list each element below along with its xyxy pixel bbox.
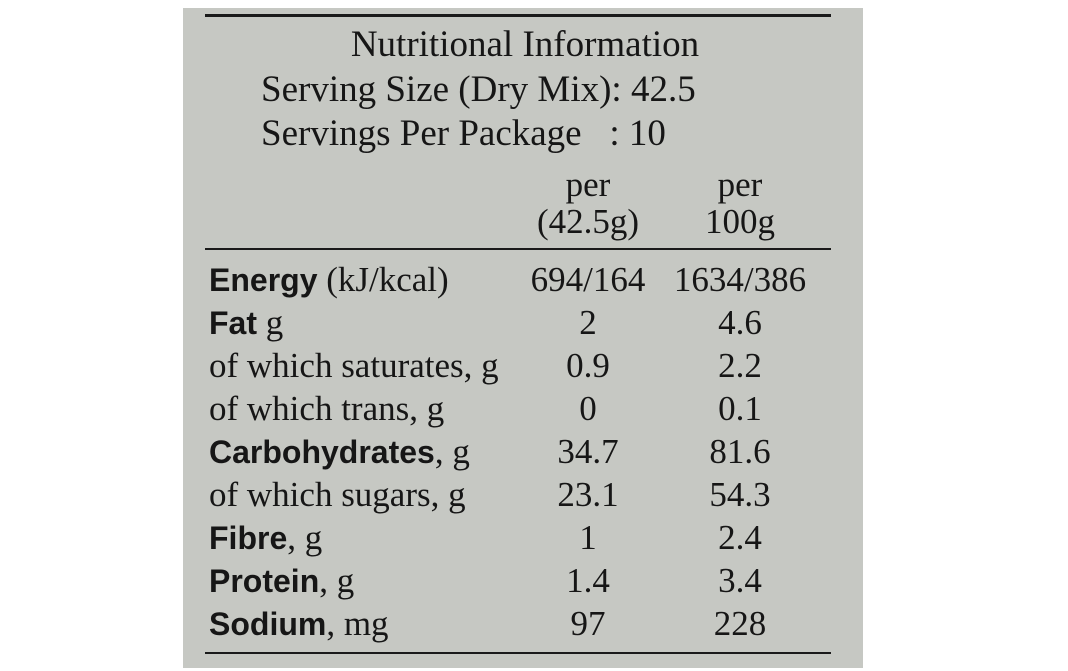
nutrient-name: of which sugars, g — [209, 473, 466, 517]
nutrient-row-protein: Protein, g 1.4 3.4 — [183, 559, 863, 602]
nutrient-name-unit: of which sugars, g — [209, 475, 466, 514]
value-per-100g: 81.6 — [709, 432, 771, 471]
nutrient-name-bold: Fibre — [209, 520, 288, 556]
nutrient-row-carbohydrates: Carbohydrates, g 34.7 81.6 — [183, 430, 863, 473]
header-rule — [205, 248, 831, 250]
nutrient-row-energy: Energy (kJ/kcal) 694/164 1634/386 — [183, 258, 863, 301]
value-per-100g: 3.4 — [718, 561, 762, 600]
nutrient-name-unit: , mg — [326, 604, 389, 643]
nutrient-name-unit: (kJ/kcal) — [317, 260, 449, 299]
value-per-serving: 1.4 — [566, 561, 610, 600]
value-per-100g: 4.6 — [718, 303, 762, 342]
column-header-line: 100g — [705, 202, 775, 241]
nutrient-name-bold: Energy — [209, 262, 318, 298]
nutrient-name-bold: Sodium — [209, 606, 327, 642]
nutrient-row-sugars: of which sugars, g 23.1 54.3 — [183, 473, 863, 516]
servings-per-package: Servings Per Package : 10 — [261, 113, 666, 154]
nutrient-name-unit: , g — [434, 432, 470, 471]
nutrient-row-fibre: Fibre, g 1 2.4 — [183, 516, 863, 559]
nutrient-name-bold: Protein — [209, 563, 320, 599]
column-header-line: (42.5g) — [536, 202, 640, 241]
nutrient-row-fat: Fat g 2 4.6 — [183, 301, 863, 344]
nutrient-name: Carbohydrates, g — [209, 430, 470, 474]
nutrient-name-unit: , g — [287, 518, 323, 557]
nutrient-row-sodium: Sodium, mg 97 228 — [183, 602, 863, 645]
value-per-serving: 1 — [579, 518, 597, 557]
top-rule — [205, 14, 831, 17]
nutrient-name: Fibre, g — [209, 516, 322, 560]
value-per-serving: 23.1 — [557, 475, 619, 514]
value-per-serving: 2 — [579, 303, 597, 342]
value-per-serving: 0.9 — [566, 346, 610, 385]
value-per-serving: 694/164 — [530, 260, 646, 299]
value-per-100g: 2.4 — [718, 518, 762, 557]
nutrient-name: Fat g — [209, 301, 283, 345]
value-per-serving: 0 — [579, 389, 597, 428]
value-per-100g: 1634/386 — [673, 260, 807, 299]
column-header-per-100g: per 100g — [665, 166, 815, 240]
value-per-100g: 228 — [713, 604, 767, 643]
label-title: Nutritional Information — [350, 24, 700, 65]
nutrient-name: Energy (kJ/kcal) — [209, 258, 449, 302]
nutrient-row-saturates: of which saturates, g 0.9 2.2 — [183, 344, 863, 387]
nutrient-name-bold: Carbohydrates — [209, 434, 435, 470]
value-per-serving: 97 — [570, 604, 606, 643]
nutrient-name-unit: g — [257, 303, 284, 342]
value-per-serving: 34.7 — [557, 432, 619, 471]
nutrient-name: Sodium, mg — [209, 602, 389, 646]
nutrient-name-unit: , g — [319, 561, 355, 600]
serving-size: Serving Size (Dry Mix): 42.5 — [261, 69, 696, 110]
value-per-100g: 2.2 — [718, 346, 762, 385]
bottom-rule — [205, 652, 831, 654]
column-header-per-serving: per (42.5g) — [513, 166, 663, 240]
nutrient-name: of which trans, g — [209, 387, 444, 431]
nutrient-name-unit: of which trans, g — [209, 389, 445, 428]
nutrition-label: Nutritional Information Serving Size (Dr… — [183, 8, 863, 668]
nutrient-name: of which saturates, g — [209, 344, 499, 388]
nutrient-name-bold: Fat — [209, 305, 257, 341]
value-per-100g: 0.1 — [718, 389, 762, 428]
nutrient-row-trans: of which trans, g 0 0.1 — [183, 387, 863, 430]
value-per-100g: 54.3 — [709, 475, 771, 514]
column-header-line: per — [717, 165, 763, 204]
nutrient-name-unit: of which saturates, g — [209, 346, 499, 385]
nutrient-name: Protein, g — [209, 559, 354, 603]
column-header-line: per — [565, 165, 611, 204]
